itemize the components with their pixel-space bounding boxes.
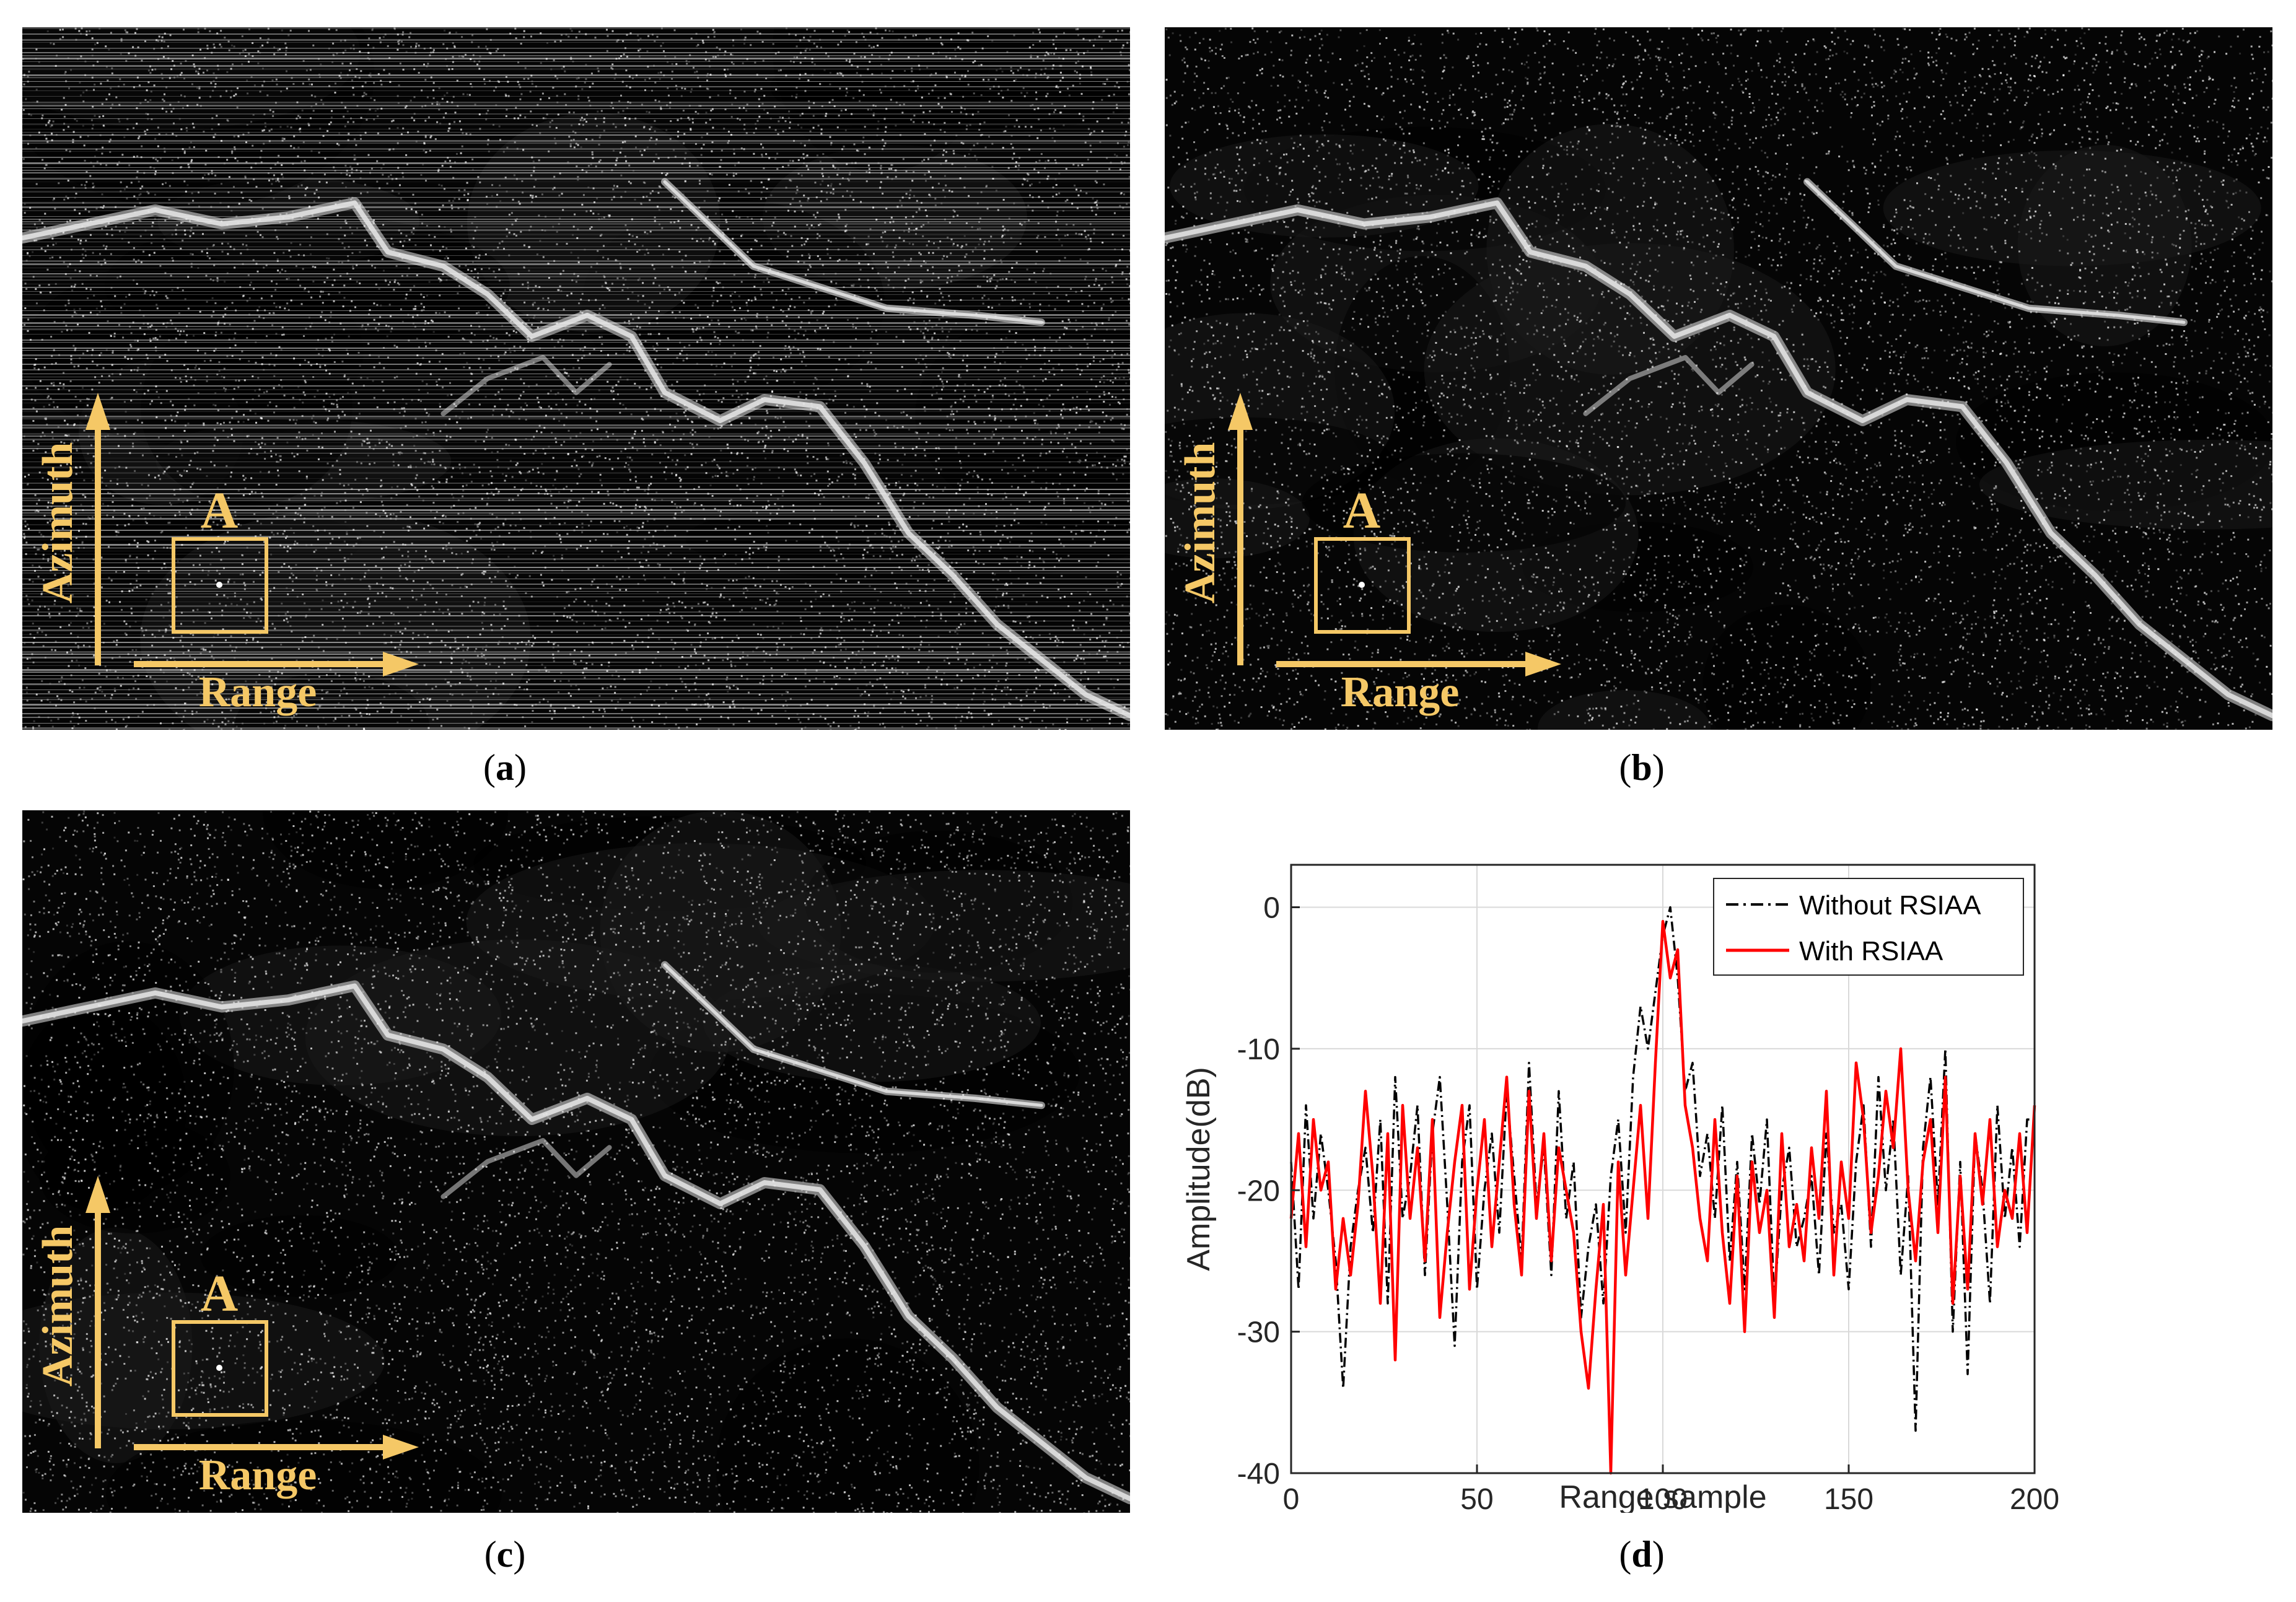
target-a-box xyxy=(172,537,268,634)
orientation-annotation: A Range Azimuth xyxy=(34,1176,419,1499)
orientation-annotation: A Range Azimuth xyxy=(34,393,419,716)
x-tick-label: 150 xyxy=(1824,1483,1873,1513)
x-tick-label: 0 xyxy=(1283,1483,1300,1513)
azimuth-label: Azimuth xyxy=(34,442,82,604)
panel-label-a: (a) xyxy=(412,746,598,789)
sar-image-c: A Range Azimuth xyxy=(22,810,1130,1513)
y-axis-label: Amplitude(dB) xyxy=(1181,1067,1217,1271)
target-a-label: A xyxy=(1343,482,1381,540)
legend-label-without-rsiaa: Without RSIAA xyxy=(1799,890,1981,921)
y-tick-label: -20 xyxy=(1237,1175,1280,1207)
y-tick-label: -30 xyxy=(1237,1316,1280,1349)
panel-label-c: (c) xyxy=(412,1533,598,1576)
panel-label-b: (b) xyxy=(1549,746,1735,789)
sar-image-a: A Range Azimuth xyxy=(22,27,1130,730)
sar-image-panel-b: A Range Azimuth xyxy=(1165,27,2272,730)
legend-box xyxy=(1713,878,2024,976)
sar-image-panel-a: A Range Azimuth xyxy=(22,27,1130,730)
range-label: Range xyxy=(199,1451,317,1499)
target-a-box xyxy=(1314,537,1411,634)
y-tick-label: -10 xyxy=(1237,1033,1280,1066)
azimuth-label: Azimuth xyxy=(1176,442,1224,604)
orientation-annotation: A Range Azimuth xyxy=(1176,393,1561,716)
series-line-with-rsiaa xyxy=(1289,920,2036,1475)
y-tick-label: -40 xyxy=(1237,1458,1280,1490)
target-a-label: A xyxy=(201,1265,239,1323)
x-axis-label: Range sample xyxy=(1559,1479,1766,1513)
amplitude-chart: 0 50 100 150 200 0 -10 -20 -30 -40 Range sample A… xyxy=(1181,864,2059,1516)
chart-ticks: 0 50 100 150 200 0 -10 -20 -30 -40 xyxy=(1237,892,2059,1516)
range-label: Range xyxy=(1341,668,1460,716)
sar-image-b: A Range Azimuth xyxy=(1165,27,2272,730)
legend-label-with-rsiaa: With RSIAA xyxy=(1799,936,1943,966)
chart-series xyxy=(1289,906,2036,1475)
chart-legend: Without RSIAA With RSIAA xyxy=(1713,878,2024,976)
target-a-box xyxy=(172,1320,268,1417)
x-tick-label: 50 xyxy=(1460,1483,1493,1513)
x-tick-label: 100 xyxy=(1638,1483,1688,1513)
amplitude-chart-panel: 0 50 100 150 200 0 -10 -20 -30 -40 Range sample A… xyxy=(1165,810,2272,1516)
azimuth-label: Azimuth xyxy=(34,1225,82,1387)
panel-label-d: (d) xyxy=(1549,1533,1735,1576)
range-label: Range xyxy=(199,668,317,716)
y-tick-label: 0 xyxy=(1263,892,1280,925)
x-tick-label: 200 xyxy=(2010,1483,2059,1513)
sar-image-panel-c: A Range Azimuth xyxy=(22,810,1130,1513)
target-a-label: A xyxy=(201,482,239,540)
